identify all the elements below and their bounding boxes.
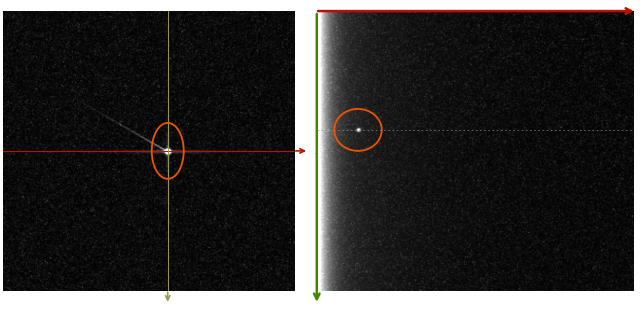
- Text: X: X: [315, 144, 323, 157]
